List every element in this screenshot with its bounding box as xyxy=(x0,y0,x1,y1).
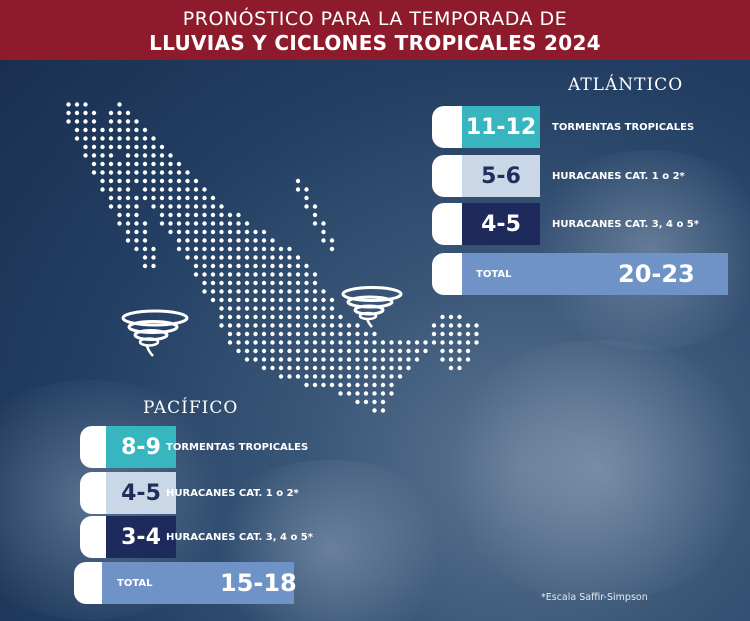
atlantic-major-label: HURACANES CAT. 3, 4 o 5* xyxy=(552,218,699,230)
atlantic-total-value: 20-23 xyxy=(618,260,695,288)
hurricane-icon-pacific xyxy=(121,309,189,357)
pacific-row-tropical-storms: 8-9 TORMENTAS TROPICALES xyxy=(80,426,380,468)
atlantic-minor-value: 5-6 xyxy=(462,155,540,197)
atlantic-row-hurricanes-minor: 5-6 HURACANES CAT. 1 o 2* xyxy=(432,155,732,197)
atlantic-title: ATLÁNTICO xyxy=(568,75,684,95)
atlantic-row-total: TOTAL 20-23 xyxy=(432,253,732,295)
header-line1: PRONÓSTICO PARA LA TEMPORADA DE xyxy=(182,8,568,30)
pacific-minor-value: 4-5 xyxy=(106,472,176,514)
atlantic-major-value: 4-5 xyxy=(462,203,540,245)
footnote: *Escala Saffir-Simpson xyxy=(541,592,648,603)
pacific-row-hurricanes-minor: 4-5 HURACANES CAT. 1 o 2* xyxy=(80,472,380,514)
atlantic-total-label: TOTAL xyxy=(476,268,512,280)
pacific-row-total: TOTAL 15-18 xyxy=(74,562,304,604)
hurricane-icon-atlantic xyxy=(341,286,403,328)
pacific-major-value: 3-4 xyxy=(106,516,176,558)
pacific-total-value: 15-18 xyxy=(220,569,297,597)
pacific-title: PACÍFICO xyxy=(143,398,239,418)
header-banner: PRONÓSTICO PARA LA TEMPORADA DE LLUVIAS … xyxy=(0,0,750,60)
pacific-row-hurricanes-major: 3-4 HURACANES CAT. 3, 4 o 5* xyxy=(80,516,380,558)
atlantic-storms-value: 11-12 xyxy=(462,106,540,148)
atlantic-minor-label: HURACANES CAT. 1 o 2* xyxy=(552,170,685,182)
pacific-total-label: TOTAL xyxy=(117,577,153,589)
header-line2: LLUVIAS Y CICLONES TROPICALES 2024 xyxy=(149,31,601,55)
atlantic-row-hurricanes-major: 4-5 HURACANES CAT. 3, 4 o 5* xyxy=(432,203,732,245)
mexico-dot-map xyxy=(66,102,479,413)
pacific-minor-label: HURACANES CAT. 1 o 2* xyxy=(166,487,299,499)
atlantic-storms-label: TORMENTAS TROPICALES xyxy=(552,121,695,133)
atlantic-row-tropical-storms: 11-12 TORMENTAS TROPICALES xyxy=(432,106,732,148)
pacific-major-label: HURACANES CAT. 3, 4 o 5* xyxy=(166,531,313,543)
pacific-storms-label: TORMENTAS TROPICALES xyxy=(166,441,309,453)
pacific-storms-value: 8-9 xyxy=(106,426,176,468)
